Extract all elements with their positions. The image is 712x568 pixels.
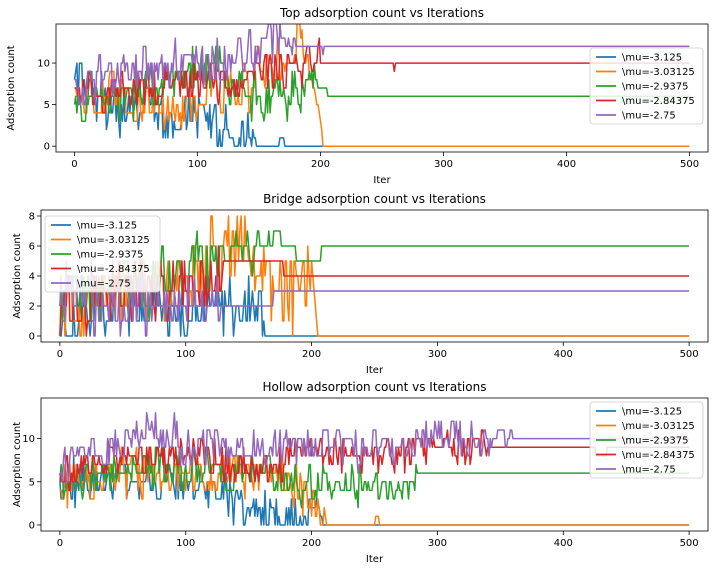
legend-label-1: \mu=-3.125 (622, 407, 682, 418)
series-line-4 (59, 429, 690, 492)
y-tick-label: 2 (29, 302, 35, 313)
x-axis-label: Iter (366, 554, 384, 565)
x-tick-label: 100 (188, 159, 207, 170)
x-tick-label: 400 (554, 538, 573, 549)
y-tick-label: 4 (29, 272, 35, 283)
legend-label-2: \mu=-3.03125 (622, 421, 695, 432)
axes-frame (40, 397, 709, 532)
y-tick-label: 0 (29, 332, 35, 343)
x-tick-label: 200 (302, 538, 321, 549)
series-group (59, 411, 690, 526)
series-line-5 (59, 260, 690, 337)
x-tick-label: 300 (434, 159, 453, 170)
x-tick-label: 0 (57, 538, 63, 549)
x-tick-label: 300 (428, 349, 447, 360)
legend-box (589, 401, 704, 479)
legend-label-4: \mu=-2.84375 (622, 96, 695, 107)
legend-label-5: \mu=-2.75 (622, 465, 676, 476)
y-tick-label: 0 (44, 142, 50, 153)
x-tick-label: 0 (57, 349, 63, 360)
legend: \mu=-3.125 \mu=-3.03125 \mu=-2.9375 \mu=-2.… (44, 215, 161, 293)
legend-label-1: \mu=-3.125 (77, 221, 137, 232)
series-line-3 (59, 230, 690, 322)
series-line-5 (74, 24, 690, 106)
series-line-5 (59, 411, 690, 483)
axes-frame (55, 23, 709, 153)
x-tick-label: 500 (680, 349, 699, 360)
legend-label-3: \mu=-2.9375 (622, 436, 688, 447)
legend-box (589, 47, 704, 125)
chart-title: Top adsorption count vs Iterations (279, 6, 484, 20)
legend-label-3: \mu=-2.9375 (622, 82, 688, 93)
series-line-2 (59, 215, 690, 337)
y-tick-label: 10 (22, 434, 35, 445)
y-axis-label: Adsorption count (6, 45, 17, 130)
y-tick-label: 10 (37, 59, 50, 70)
y-tick-label: 5 (29, 477, 35, 488)
series-line-2 (74, 24, 690, 147)
y-axis-label: Adsorption count (12, 422, 23, 507)
series-line-3 (59, 446, 690, 509)
x-tick-label: 200 (311, 159, 330, 170)
x-tick-label: 100 (176, 349, 195, 360)
x-tick-label: 500 (680, 159, 699, 170)
x-tick-label: 100 (176, 538, 195, 549)
y-tick-label: 5 (44, 100, 50, 111)
y-axis-label: Adsorption count (12, 233, 23, 318)
chart-panel-3: Hollow adsorption count vs Iterations 0 10… (12, 380, 709, 565)
legend-label-1: \mu=-3.125 (622, 53, 682, 64)
y-tick-label: 8 (29, 212, 35, 223)
y-tick-label: 0 (29, 520, 35, 531)
x-tick-label: 200 (302, 349, 321, 360)
chart-panel-2: Bridge adsorption count vs Iterations 0 10… (12, 192, 709, 376)
legend-label-2: \mu=-3.03125 (622, 67, 695, 78)
x-axis-label: Iter (373, 175, 391, 186)
y-tick-label: 6 (29, 242, 35, 253)
series-line-3 (73, 45, 690, 122)
x-tick-label: 0 (71, 159, 77, 170)
chart-title: Bridge adsorption count vs Iterations (263, 192, 486, 206)
legend-label-3: \mu=-2.9375 (77, 250, 143, 261)
series-group (59, 215, 690, 337)
x-tick-label: 400 (554, 349, 573, 360)
chart-title: Hollow adsorption count vs Iterations (263, 380, 487, 394)
x-axis-label: Iter (366, 365, 384, 376)
legend-label-2: \mu=-3.03125 (77, 235, 150, 246)
legend-label-5: \mu=-2.75 (622, 111, 676, 122)
legend-label-4: \mu=-2.84375 (77, 264, 150, 275)
legend-label-4: \mu=-2.84375 (622, 450, 695, 461)
x-tick-label: 400 (557, 159, 576, 170)
legend-label-5: \mu=-2.75 (77, 279, 131, 290)
legend: \mu=-3.125 \mu=-3.03125 \mu=-2.9375 \mu=-2.… (589, 47, 704, 125)
x-tick-label: 500 (680, 538, 699, 549)
legend: \mu=-3.125 \mu=-3.03125 \mu=-2.9375 \mu=-2.… (589, 401, 704, 479)
legend-box (44, 215, 161, 293)
series-group (73, 24, 690, 147)
x-tick-label: 300 (428, 538, 447, 549)
